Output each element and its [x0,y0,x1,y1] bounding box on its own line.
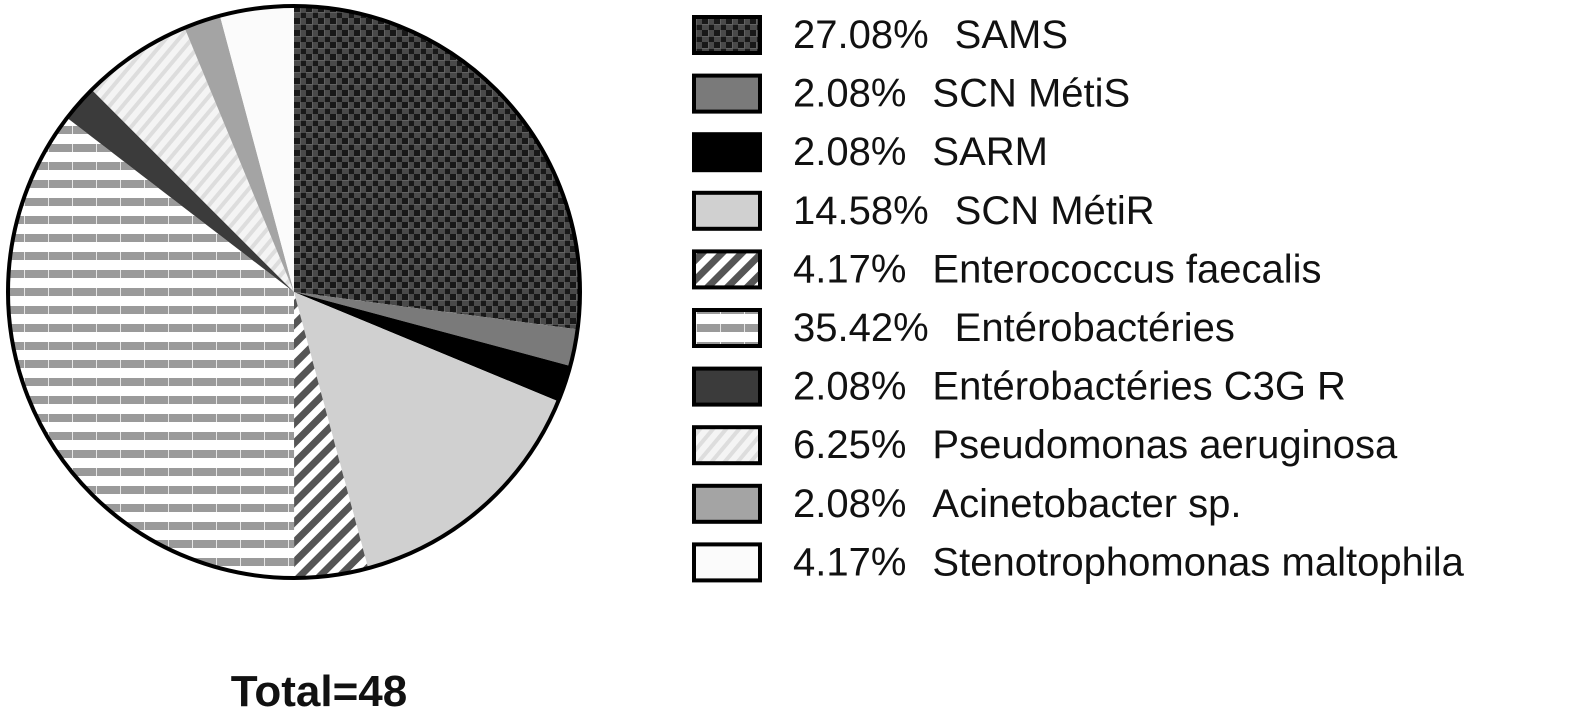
legend-item: 2.08% Entérobactéries C3G R [692,365,1346,409]
legend-percent: 4.17% [793,247,906,291]
pie-slice-9 [219,6,294,292]
legend-percent: 2.08% [793,482,906,526]
legend-percent: 4.17% [793,540,906,584]
legend-swatch-8 [692,483,762,524]
legend-swatch-9 [692,542,762,583]
legend-category: Pseudomonas aeruginosa [932,423,1398,467]
legend-item: 27.08% SAMS [692,13,1068,57]
legend-item: 4.17% Enterococcus faecalis [692,247,1322,291]
legend-item: 2.08% Acinetobacter sp. [692,482,1241,526]
pie-slice-6 [67,89,294,292]
legend-label-7: 6.25% Pseudomonas aeruginosa [793,423,1398,467]
pie-slice-0 [294,6,580,330]
pie-slice-7 [91,27,294,293]
total-label: Total=48 [231,667,407,716]
legend-percent: 35.42% [793,306,929,350]
legend-swatch-5 [692,308,762,348]
legend-swatch-1 [692,73,762,114]
legend-label-2: 2.08% SARM [793,130,1048,174]
legend-category: SAMS [955,13,1068,57]
legend-label-9: 4.17% Stenotrophomonas maltophila [793,540,1465,584]
legend-item: 2.08% SCN MétiS [692,72,1130,116]
legend-category: Entérobactéries C3G R [932,365,1346,409]
legend-category: SCN MétiR [955,189,1155,233]
pie-slice-3 [294,292,559,569]
legend-category: Acinetobacter sp. [932,482,1241,526]
legend-category: Stenotrophomonas maltophila [932,540,1464,584]
legend-swatch-2 [692,132,762,173]
pie-slice-4 [294,292,369,578]
legend-label-4: 4.17% Enterococcus faecalis [793,247,1322,291]
pie-outline [6,4,582,580]
legend-label-6: 2.08% Entérobactéries C3G R [793,365,1346,409]
legend-percent: 2.08% [793,72,906,116]
legend-item: 6.25% Pseudomonas aeruginosa [692,423,1398,467]
legend-label-1: 2.08% SCN MétiS [793,72,1130,116]
legend-swatch-7 [692,425,762,466]
pie-slices [8,6,580,579]
legend-category: SCN MétiS [932,72,1130,116]
legend-item: 2.08% SARM [692,130,1048,174]
legend-label-0: 27.08% SAMS [793,13,1068,57]
legend-percent: 27.08% [793,13,929,57]
legend-swatch-3 [692,190,762,231]
legend-category: Entérobactéries [955,306,1235,350]
legend-item: 4.17% Stenotrophomonas maltophila [692,540,1465,584]
pie-slice-8 [184,15,294,292]
legend-swatch-4 [692,249,762,290]
pie-slice-1 [294,292,578,366]
legend-percent: 6.25% [793,423,906,467]
legend-item: 35.42% Entérobactéries [692,306,1235,350]
legend-percent: 2.08% [793,130,906,174]
legend-percent: 14.58% [793,189,929,233]
legend-label-3: 14.58% SCN MétiR [793,189,1155,233]
legend-percent: 2.08% [793,365,906,409]
legend-label-8: 2.08% Acinetobacter sp. [793,482,1241,526]
legend-swatch-0 [692,15,762,55]
legend-category: SARM [932,130,1048,174]
legend-label-5: 35.42% Entérobactéries [793,306,1235,350]
pie-slice-5 [8,117,295,579]
legend-category: Enterococcus faecalis [932,247,1321,291]
legend-swatch-6 [692,366,762,407]
legend-item: 14.58% SCN MétiR [692,189,1155,233]
pie-slice-2 [294,292,571,402]
